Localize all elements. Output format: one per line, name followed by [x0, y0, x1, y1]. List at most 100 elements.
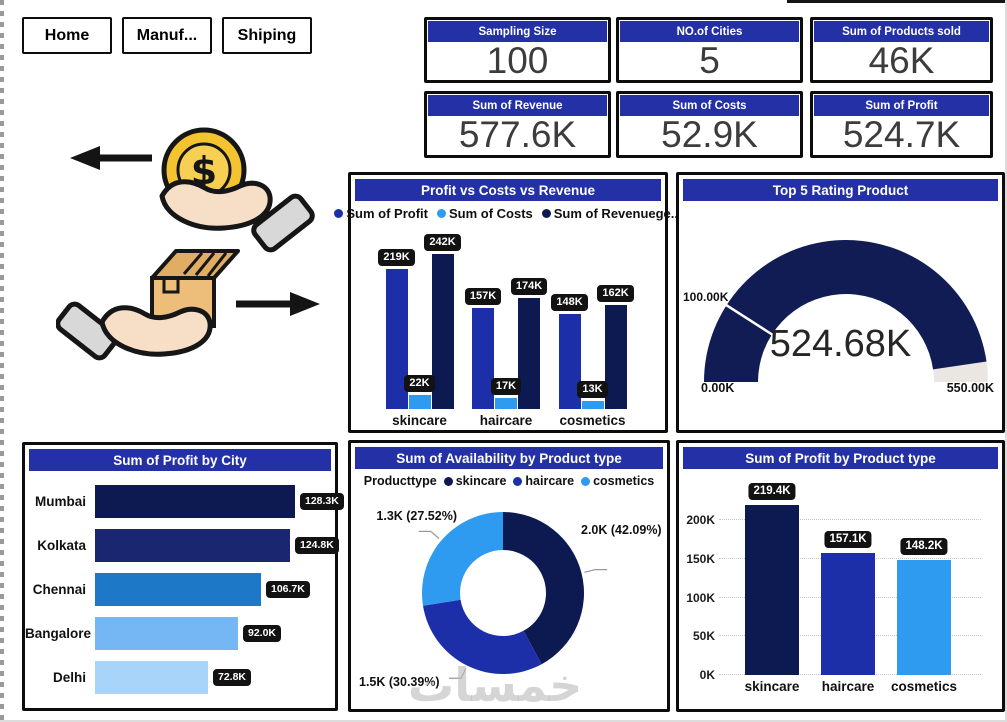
slice-label-skincare: 2.0K (42.09%) — [581, 523, 662, 537]
bar-cosmetics[interactable] — [604, 305, 627, 409]
bar-cluster-cosmetics: 148K 13K 162K cosmetics — [551, 251, 634, 428]
legend-item[interactable]: skincare — [443, 474, 507, 488]
gauge-target-label: 100.00K — [683, 290, 729, 304]
chart-panel-availability-by-product: Sum of Availability by Product type Prod… — [348, 440, 670, 712]
legend-item[interactable]: cosmetics — [581, 474, 654, 488]
gridline — [719, 519, 981, 520]
legend-label: Sum of Profit — [346, 205, 428, 221]
nav-home-button[interactable]: Home — [22, 17, 112, 54]
callout-line — [584, 569, 608, 573]
legend-label: Sum of Revenuege... — [553, 205, 682, 221]
city-label: Delhi — [52, 670, 86, 685]
column-skincare[interactable] — [745, 505, 799, 675]
nav-shipping-button[interactable]: Shiping — [222, 17, 312, 54]
y-axis-tick: 100K — [686, 591, 715, 605]
chart-legend: Sum of Profit Sum of Costs Sum of Revenueg… — [334, 203, 682, 223]
top-border-line — [787, 0, 1005, 3]
y-axis-tick: 0K — [699, 668, 715, 682]
kpi-card-products-sold[interactable]: Sum of Products sold 46K — [810, 17, 993, 83]
column-plot: 0K 50K 100K 150K 200K 219.4K skincare 157.1K hai… — [686, 482, 981, 694]
legend-dot — [334, 208, 344, 218]
kpi-card-profit[interactable]: Sum of Profit 524.7K — [810, 91, 993, 158]
legend-item[interactable]: Sum of Costs — [436, 205, 533, 221]
callout-line — [449, 668, 467, 679]
legend-dot — [581, 476, 591, 486]
top-hand-icon — [159, 179, 315, 253]
kpi-card-revenue[interactable]: Sum of Revenue 577.6K — [424, 91, 611, 158]
kpi-card-costs[interactable]: Sum of Costs 52.9K — [616, 91, 803, 158]
bar-haircare[interactable] — [495, 398, 517, 409]
bar-chennai[interactable] — [95, 573, 261, 606]
bar-delhi[interactable] — [95, 661, 208, 694]
gauge-arc[interactable] — [679, 203, 1002, 430]
callout-line — [418, 530, 440, 539]
bar-cluster-haircare: 157K 17K 174K haircare — [464, 251, 548, 428]
gauge-max-label: 550.00K — [946, 381, 994, 395]
kpi-value: 46K — [868, 39, 935, 81]
category-label: haircare — [821, 679, 875, 694]
city-row-bangalore: Bangalore 92.0K — [25, 617, 335, 650]
legend-label: skincare — [455, 474, 507, 488]
column-cosmetics[interactable] — [897, 560, 951, 675]
bar-skincare[interactable] — [385, 269, 408, 409]
bar-bangalore[interactable] — [95, 617, 238, 650]
bar-cosmetics[interactable] — [558, 314, 581, 409]
bar-haircare[interactable] — [518, 298, 540, 409]
kpi-title: Sum of Costs — [620, 95, 799, 116]
chart-title: Profit vs Costs vs Revenue — [355, 179, 661, 201]
bar-kolkata[interactable] — [95, 529, 290, 562]
legend-dot — [513, 476, 523, 486]
legend-label: haircare — [525, 474, 575, 488]
bar-value-label: 148.2K — [900, 537, 948, 555]
legend-title: Producttype — [363, 474, 437, 488]
y-axis-tick: 200K — [686, 513, 715, 527]
slice-label-haircare: 1.5K (30.39%) — [359, 675, 440, 689]
slice-haircare[interactable] — [423, 599, 542, 674]
slice-cosmetics[interactable] — [422, 512, 503, 606]
legend-dot — [443, 476, 453, 486]
bar-value-label: 162K — [597, 285, 634, 302]
kpi-value: 524.7K — [842, 114, 961, 155]
city-label: Mumbai — [34, 494, 86, 509]
city-row-kolkata: Kolkata 124.8K — [25, 529, 339, 562]
category-label: cosmetics — [890, 679, 958, 694]
kpi-title: NO.of Cities — [620, 21, 799, 42]
city-bar-plot: Mumbai 128.3K Kolkata 124.8K Chennai 106.7K Ba… — [25, 473, 344, 708]
legend-item[interactable]: Sum of Profit — [334, 206, 428, 221]
bar-value-label: 124.8K — [295, 537, 339, 554]
nav-manufacturing-button[interactable]: Manuf... — [122, 17, 212, 54]
legend-label: Sum of Costs — [448, 205, 533, 221]
bar-value-label: 128.3K — [300, 493, 344, 510]
bar-value-label: 148K — [551, 294, 588, 311]
legend-items: skincare haircare cosmetics — [443, 474, 654, 488]
category-label: haircare — [479, 413, 533, 428]
slice-skincare[interactable] — [503, 512, 584, 665]
bar-value-label: 13K — [577, 381, 608, 398]
bar-value-label: 242K — [424, 234, 461, 251]
kpi-card-sampling-size[interactable]: Sampling Size 100 — [424, 17, 611, 83]
bar-haircare[interactable] — [472, 308, 494, 409]
category-label: cosmetics — [559, 413, 626, 428]
city-label: Kolkata — [37, 538, 86, 553]
chart-panel-profit-by-city: Sum of Profit by City Mumbai 128.3K Kolkat… — [22, 442, 344, 711]
bar-value-label: 219.4K — [748, 482, 796, 500]
bar-skincare[interactable] — [431, 254, 454, 409]
bar-value-label: 92.0K — [243, 625, 282, 642]
bar-skincare[interactable] — [408, 395, 431, 409]
legend-item[interactable]: Sum of Revenuege... — [541, 205, 682, 221]
y-axis-tick: 150K — [686, 552, 715, 566]
bar-cosmetics[interactable] — [581, 401, 604, 409]
legend-item[interactable]: haircare — [513, 474, 574, 488]
legend-dot — [436, 208, 446, 218]
bar-mumbai[interactable] — [95, 485, 295, 518]
kpi-card-no-of-cities[interactable]: NO.of Cities 5 — [616, 17, 803, 83]
chart-title: Sum of Profit by Product type — [683, 447, 998, 469]
page-torn-edge — [0, 0, 4, 720]
chart-title: Top 5 Rating Product — [683, 179, 998, 201]
bar-value-label: 219K — [378, 249, 415, 266]
y-axis-tick: 50K — [692, 629, 715, 643]
city-label: Chennai — [32, 582, 86, 597]
category-label: skincare — [744, 679, 800, 694]
bar-value-label: 17K — [490, 378, 522, 395]
column-haircare[interactable] — [821, 553, 875, 675]
